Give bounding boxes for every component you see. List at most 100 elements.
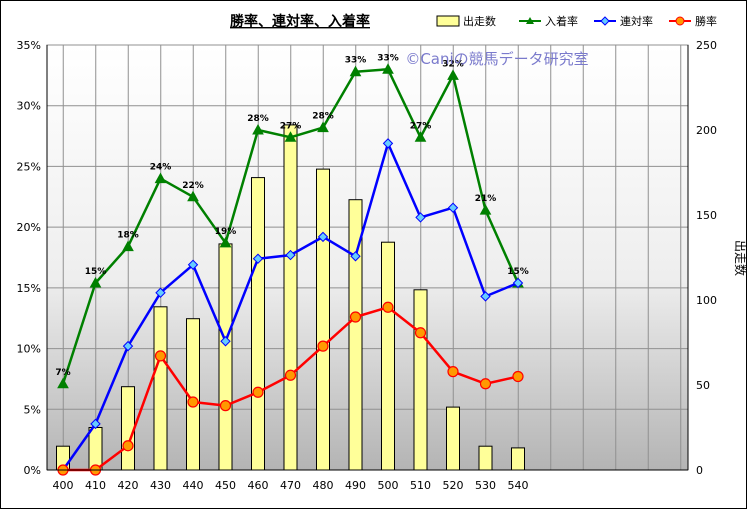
point-circle xyxy=(122,440,134,452)
point-diamond xyxy=(415,212,426,223)
x-tick-label: 520 xyxy=(443,479,464,492)
legend-label: 入着率 xyxy=(545,14,578,28)
data-label: 28% xyxy=(247,114,269,124)
bar xyxy=(511,447,525,471)
bar xyxy=(381,241,395,471)
point-triangle xyxy=(447,69,459,80)
x-tick-label: 480 xyxy=(313,479,334,492)
point-triangle xyxy=(349,65,362,77)
point-diamond xyxy=(285,249,296,261)
line-series xyxy=(57,63,524,476)
bar xyxy=(283,124,298,471)
x-tick-label: 460 xyxy=(248,479,269,492)
point-triangle xyxy=(382,63,394,74)
bar xyxy=(251,177,265,471)
x-tick-label: 470 xyxy=(280,479,301,492)
y-right-tick-label: 100 xyxy=(696,294,717,307)
y-left-tick-label: 5% xyxy=(24,403,41,416)
bar xyxy=(316,168,330,471)
y-left-tick-label: 10% xyxy=(17,343,41,356)
point-diamond xyxy=(155,287,166,298)
data-label: 22% xyxy=(182,181,204,191)
point-circle xyxy=(317,340,329,352)
point-triangle xyxy=(154,172,167,184)
point-circle xyxy=(414,327,427,339)
point-circle xyxy=(187,396,199,408)
legend-label: 勝率 xyxy=(695,14,717,28)
data-label: 32% xyxy=(442,59,464,69)
point-diamond xyxy=(382,138,394,149)
data-labels: 7% 15% 18% 24% 22% 19% 28% 27% 28% 33% 33% 27% 32% 21… xyxy=(55,53,528,378)
bar xyxy=(446,406,460,471)
x-tick-label: 530 xyxy=(475,479,496,492)
x-tick-label: 420 xyxy=(118,479,139,492)
bar xyxy=(121,386,135,471)
x-tick-label: 440 xyxy=(183,479,204,492)
bar xyxy=(478,445,493,471)
x-tick-label: 410 xyxy=(85,479,106,492)
legend-marker xyxy=(600,16,610,26)
y-left-tick-label: 15% xyxy=(17,282,41,295)
point-circle xyxy=(349,311,362,323)
x-tick-label: 400 xyxy=(53,479,74,492)
x-tick-label: 500 xyxy=(378,479,399,492)
point-diamond xyxy=(512,277,524,289)
y-left-tick-label: 35% xyxy=(17,39,41,52)
point-triangle xyxy=(317,121,329,133)
legend-label: 出走数 xyxy=(463,14,496,28)
right-axis-label: 出走数 xyxy=(733,240,748,276)
point-circle xyxy=(252,386,264,398)
data-label: 18% xyxy=(117,231,139,241)
y-left-tick-label: 30% xyxy=(17,100,41,113)
x-tick-label: 490 xyxy=(345,479,366,492)
point-diamond xyxy=(90,418,101,430)
chart-title: 勝率、連対率、入着率 xyxy=(230,13,370,30)
point-triangle xyxy=(219,236,232,248)
point-triangle xyxy=(252,123,264,135)
point-triangle xyxy=(284,131,297,142)
x-tick-label: 540 xyxy=(508,479,529,492)
tick-labels: 0% 5% 10% 15% 20% 25% 30% 35% 0 50 100 150 200 250 400… xyxy=(17,39,717,492)
legend: 出走数 入着率 連対率 勝率 xyxy=(436,14,717,28)
point-diamond xyxy=(447,202,459,213)
y-right-tick-label: 150 xyxy=(696,209,717,222)
data-label: 27% xyxy=(410,121,432,131)
data-label: 33% xyxy=(377,53,399,63)
point-triangle xyxy=(414,131,427,142)
point-circle xyxy=(154,350,167,362)
legend-swatch-bar xyxy=(436,15,460,27)
axes xyxy=(46,45,689,471)
x-tick-label: 450 xyxy=(215,479,236,492)
y-right-tick-label: 0 xyxy=(696,464,703,477)
point-diamond xyxy=(252,253,264,264)
point-diamond xyxy=(220,336,231,347)
data-label: 15% xyxy=(85,267,107,277)
data-label: 21% xyxy=(475,194,497,204)
point-circle xyxy=(382,301,394,313)
y-left-tick-label: 25% xyxy=(17,160,41,173)
legend-marker xyxy=(675,16,685,26)
point-triangle xyxy=(89,276,102,288)
x-tick-label: 430 xyxy=(150,479,171,492)
data-label: 7% xyxy=(55,368,70,378)
point-circle xyxy=(219,400,232,412)
bar xyxy=(153,306,168,471)
point-triangle xyxy=(57,377,69,389)
y-left-tick-label: 0% xyxy=(24,464,41,477)
watermark-text: ©Caniの競馬データ研究室 xyxy=(405,50,588,68)
point-diamond xyxy=(122,340,134,352)
y-right-tick-label: 250 xyxy=(696,39,717,52)
point-diamond xyxy=(480,291,491,302)
point-triangle xyxy=(122,240,134,252)
y-left-tick-label: 20% xyxy=(17,221,41,234)
data-label: 24% xyxy=(150,163,172,173)
point-diamond xyxy=(317,231,329,243)
y-right-tick-label: 50 xyxy=(696,379,710,392)
point-triangle xyxy=(479,204,492,215)
point-diamond xyxy=(350,251,361,262)
legend-marker xyxy=(526,17,534,24)
data-label: 19% xyxy=(215,227,237,237)
data-label: 33% xyxy=(345,56,367,66)
